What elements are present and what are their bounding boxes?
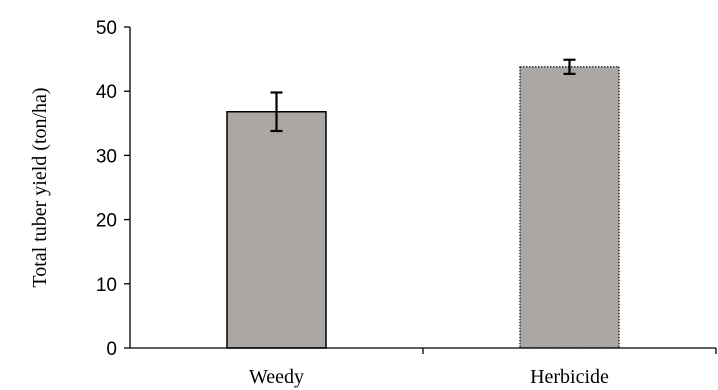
error-bars-layer bbox=[270, 58, 576, 133]
y-ticks-layer: 0 10 20 30 40 50 bbox=[96, 18, 130, 360]
axes-layer bbox=[129, 27, 716, 349]
y-axis-title: Total tuber yield (ton/ha) bbox=[29, 87, 51, 287]
y-tick-label: 50 bbox=[96, 18, 117, 39]
bar bbox=[226, 110, 327, 349]
x-ticks-layer: Weedy Herbicide bbox=[249, 348, 717, 388]
y-tick-label: 40 bbox=[96, 82, 117, 103]
y-tick-label: 0 bbox=[106, 339, 117, 360]
bars-layer bbox=[226, 66, 620, 349]
y-tick-label: 20 bbox=[96, 211, 117, 232]
x-category-label: Weedy bbox=[249, 366, 304, 388]
x-category-label: Herbicide bbox=[530, 366, 609, 388]
y-tick-label: 10 bbox=[96, 275, 117, 296]
y-tick-label: 30 bbox=[96, 146, 117, 167]
bar bbox=[519, 66, 620, 349]
